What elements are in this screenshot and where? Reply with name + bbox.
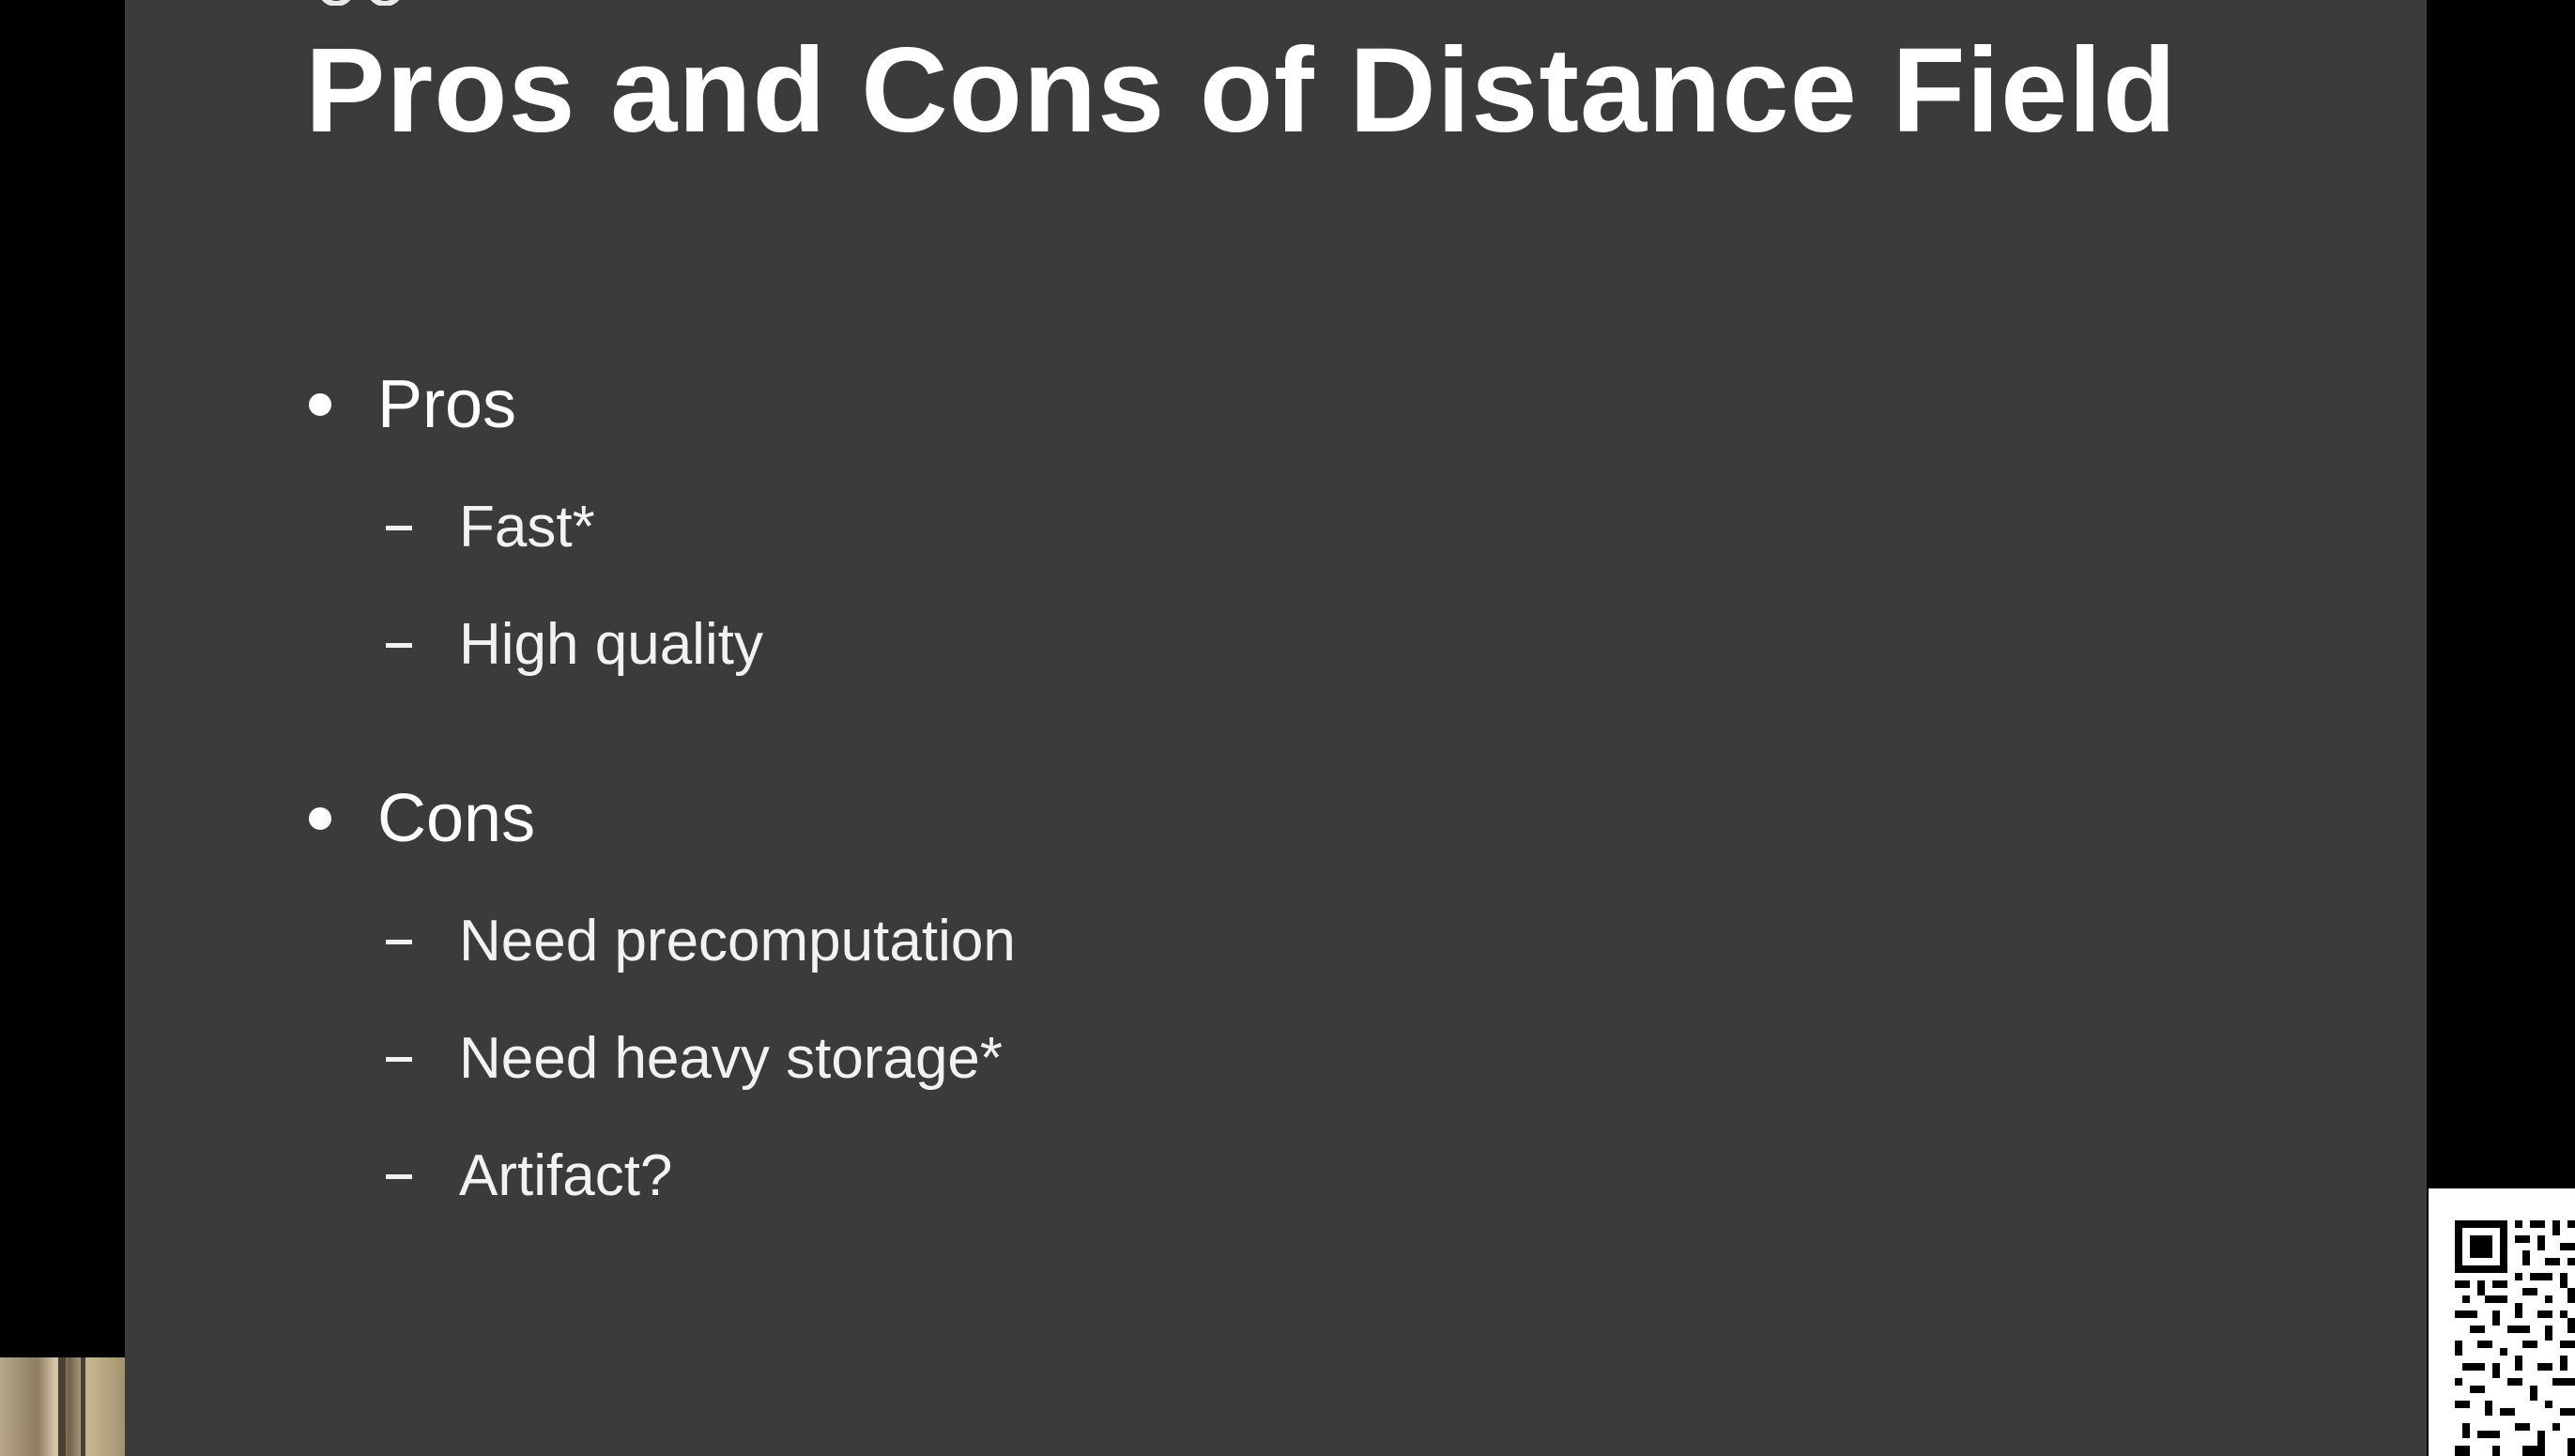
qr-code-icon [2429, 1188, 2575, 1456]
presentation-slide: Pros and Cons of Distance Field Pros Fas… [125, 0, 2427, 1456]
bullet-dot-icon [309, 393, 331, 416]
dash-icon [386, 526, 412, 530]
dash-icon [386, 1057, 412, 1062]
sub-bullet-label: Need heavy storage* [459, 1026, 1004, 1091]
dash-icon [386, 643, 412, 648]
sub-bullet-label: High quality [459, 612, 763, 677]
sub-bullet-label: Need precomputation [459, 909, 1016, 973]
sub-bullet-label: Artifact? [459, 1143, 673, 1208]
video-thumbnail [0, 1357, 125, 1456]
slide-title: Pros and Cons of Distance Field [305, 23, 2177, 158]
bullet-label: Cons [377, 781, 536, 856]
bullet-dot-icon [309, 807, 331, 830]
dash-icon [386, 940, 412, 944]
sub-bullet-label: Fast* [459, 495, 595, 559]
previous-slide-remnant [317, 0, 421, 6]
dash-icon [386, 1174, 412, 1179]
bullet-label: Pros [377, 367, 517, 442]
